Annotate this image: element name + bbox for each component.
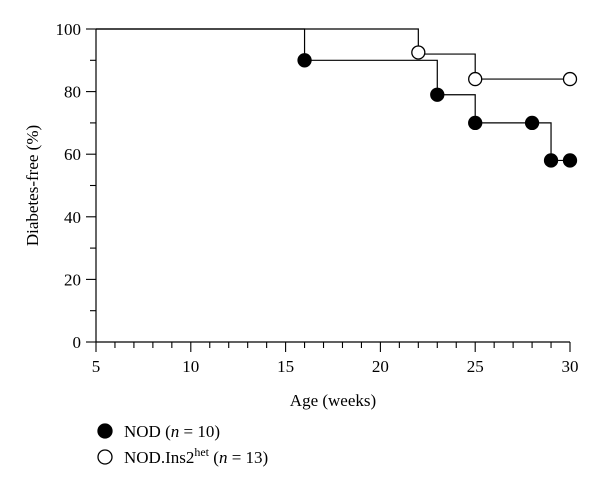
x-tick-label: 5: [92, 357, 101, 376]
series-line-1: [96, 28, 570, 162]
filled-circle-marker: [562, 153, 578, 168]
legend-entry-2: NOD.Ins2het (n = 13): [124, 445, 268, 467]
open-circle-marker: [468, 71, 483, 87]
legend-marker-2: [97, 449, 113, 465]
legend-series-superscript: het: [194, 445, 209, 459]
y-tick-label: 80: [64, 83, 81, 102]
x-tick-label: 10: [182, 357, 199, 376]
legend: NOD (n = 10) NOD.Ins2het (n = 13): [97, 422, 268, 467]
y-axis-title: Diabetes-free (%): [23, 125, 42, 246]
open-circle-marker: [562, 71, 578, 87]
axes: 5 10 15 20 25 30 0 20 40 60 80 100: [56, 20, 579, 376]
filled-circle-marker: [297, 53, 312, 68]
x-tick-label: 20: [372, 357, 389, 376]
filled-circle-marker: [543, 153, 559, 168]
legend-series-name: NOD: [124, 422, 161, 441]
y-tick-label: 0: [73, 333, 82, 352]
filled-circle-marker: [468, 115, 483, 131]
legend-marker-1: [97, 423, 113, 439]
open-circle-marker: [411, 45, 426, 60]
filled-circle-marker: [524, 115, 540, 131]
y-tick-label: 100: [56, 20, 82, 39]
x-tick-label: 30: [562, 357, 579, 376]
legend-n-variable: n: [219, 448, 228, 467]
x-tick-label: 15: [277, 357, 294, 376]
series-line-2: [96, 28, 570, 80]
legend-series-name: NOD.Ins2: [124, 448, 194, 467]
legend-entry-1: NOD (n = 10): [124, 422, 220, 441]
y-tick-label: 20: [64, 270, 81, 289]
series-markers: [297, 45, 578, 168]
y-tick-label: 40: [64, 208, 81, 227]
x-axis-title: Age (weeks): [290, 391, 376, 410]
x-tick-label: 25: [467, 357, 484, 376]
y-tick-label: 60: [64, 145, 81, 164]
filled-circle-marker: [430, 87, 445, 102]
series-lines: [96, 28, 570, 162]
legend-n-variable: n: [171, 422, 180, 441]
